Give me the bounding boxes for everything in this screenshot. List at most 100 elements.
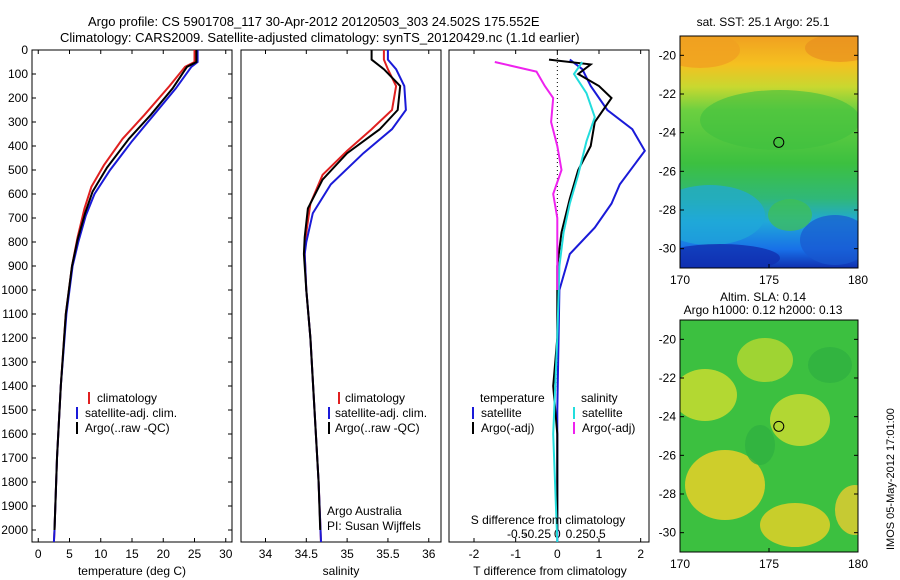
x-tick-label: 36	[422, 547, 436, 561]
sla-map-subtitle: Argo h1000: 0.12 h2000: 0.13	[684, 303, 843, 317]
depth-ticks: 0 100 200 300 400 500 600 700 800 900 1000 1100 1200…	[1, 43, 232, 537]
y-tick-label: 1800	[1, 475, 28, 489]
y-tick-label: 1200	[1, 331, 28, 345]
sla-low-patch	[808, 347, 852, 383]
x-tick-label: 30	[219, 547, 233, 561]
x-tick-label: 34.5	[295, 547, 319, 561]
s-tick-label: 0.25	[566, 527, 590, 541]
map-x-tick-label: 175	[759, 273, 779, 287]
legend-temp-satellite: satellite	[481, 406, 522, 420]
y-tick-label: 1400	[1, 379, 28, 393]
y-tick-label: 1500	[1, 403, 28, 417]
series-line	[302, 50, 402, 531]
sla-map-ticks: 170 175 180 -20 -22 -24 -26 -28 -30	[659, 332, 869, 571]
y-tick-label: 1000	[1, 283, 28, 297]
map-y-tick-label: -20	[659, 332, 677, 346]
sst-warm-patch	[680, 36, 740, 68]
sst-heatmap	[680, 36, 858, 268]
map-y-tick-label: -24	[659, 410, 677, 424]
legend-sal-argo: Argo(-adj)	[582, 421, 635, 435]
salinity-x-ticks: 34 34.5 35 35.5 36	[259, 50, 436, 561]
map-x-tick-label: 170	[670, 557, 690, 571]
temperature-x-ticks: 0 5 10 15 20 25 30	[35, 50, 233, 561]
x-tick-label: -1	[510, 547, 521, 561]
sst-map-panel: sat. SST: 25.1 Argo: 25.1 170 175 180 -20 -2…	[659, 15, 869, 287]
y-tick-label: 1700	[1, 451, 28, 465]
map-y-tick-label: -24	[659, 126, 677, 140]
legend-climatology: climatology	[345, 391, 405, 405]
y-tick-label: 300	[8, 115, 28, 129]
sst-map-ticks: 170 175 180 -20 -22 -24 -26 -28 -30	[659, 48, 869, 287]
map-y-tick-label: -22	[659, 371, 677, 385]
sla-high-patch	[685, 450, 765, 520]
sla-high-patch	[737, 338, 793, 382]
y-tick-label: 600	[8, 187, 28, 201]
temperature-xlabel: temperature (deg C)	[78, 564, 186, 578]
legend-argo: Argo(..raw -QC)	[85, 421, 170, 435]
legend-climatology: climatology	[97, 391, 157, 405]
x-tick-label: 5	[66, 547, 73, 561]
annotation-line2: PI: Susan Wijffels	[327, 519, 421, 533]
y-tick-label: 1600	[1, 427, 28, 441]
x-tick-label: 2	[637, 547, 644, 561]
map-y-tick-label: -22	[659, 87, 677, 101]
temperature-legend: climatology satellite-adj. clim. Argo(..…	[76, 391, 177, 435]
x-tick-label: 35	[340, 547, 354, 561]
difference-axes-box	[448, 49, 650, 543]
salinity-panel: 34 34.5 35 35.5 36 salinity climatology sate…	[240, 49, 442, 578]
sla-high-patch	[760, 503, 830, 547]
legend-satellite: satellite-adj. clim.	[335, 406, 427, 420]
sla-high-patch	[835, 485, 858, 535]
y-tick-label: 800	[8, 235, 28, 249]
temperature-lines	[52, 50, 199, 542]
map-y-tick-label: -28	[659, 487, 677, 501]
s-tick-label: -0.25	[524, 527, 552, 541]
sst-warm-patch	[805, 36, 858, 62]
header-line2: Climatology: CARS2009. Satellite-adjuste…	[60, 30, 580, 45]
series-line	[494, 61, 563, 290]
sst-cool-patch	[680, 185, 765, 245]
y-tick-label: 900	[8, 259, 28, 273]
map-y-tick-label: -30	[659, 242, 677, 256]
y-tick-label: 400	[8, 139, 28, 153]
x-tick-label: 1	[596, 547, 603, 561]
sla-low-patch	[745, 425, 775, 465]
difference-lines	[494, 58, 646, 542]
map-x-tick-label: 180	[848, 557, 868, 571]
series-line	[548, 58, 613, 530]
sla-high-patch	[770, 394, 830, 446]
temperature-axes-box	[31, 49, 233, 543]
s-tick-label: -0.5	[507, 527, 528, 541]
legend-temp-argo: Argo(-adj)	[481, 421, 534, 435]
s-tick-label: 0.5	[589, 527, 606, 541]
y-tick-label: 100	[8, 67, 28, 81]
legend-argo: Argo(..raw -QC)	[335, 421, 420, 435]
map-y-tick-label: -20	[659, 48, 677, 62]
series-line	[53, 50, 198, 531]
map-x-tick-label: 180	[848, 273, 868, 287]
map-x-tick-label: 170	[670, 273, 690, 287]
series-line	[552, 61, 596, 542]
annotation-line1: Argo Australia	[327, 504, 402, 518]
difference-x-ticks: -2 -1 0 1 2	[469, 50, 644, 561]
x-tick-label: 20	[157, 547, 171, 561]
argo-position-marker	[773, 136, 785, 148]
y-tick-label: 200	[8, 91, 28, 105]
side-timestamp: IMOS 05-May-2012 17:01:00	[885, 408, 897, 550]
legend-satellite: satellite-adj. clim.	[85, 406, 177, 420]
difference-xlabel-top: S difference from climatology	[471, 513, 626, 527]
map-x-tick-label: 175	[759, 557, 779, 571]
x-tick-label: 15	[125, 547, 139, 561]
sst-green-patch	[700, 90, 858, 150]
sla-high-patch	[680, 369, 737, 421]
y-tick-label: 1100	[2, 307, 28, 321]
x-tick-label: 0	[35, 547, 42, 561]
salinity-lines	[302, 50, 407, 542]
legend-sal-satellite: satellite	[582, 406, 623, 420]
sst-map-title: sat. SST: 25.1 Argo: 25.1	[697, 15, 830, 29]
temperature-panel: 0100200300400500600700800900100011001200…	[1, 43, 232, 578]
legend-title-salinity: salinity	[581, 391, 618, 405]
map-y-tick-label: -26	[659, 164, 677, 178]
salinity-legend: climatology satellite-adj. clim. Argo(..…	[328, 391, 427, 435]
